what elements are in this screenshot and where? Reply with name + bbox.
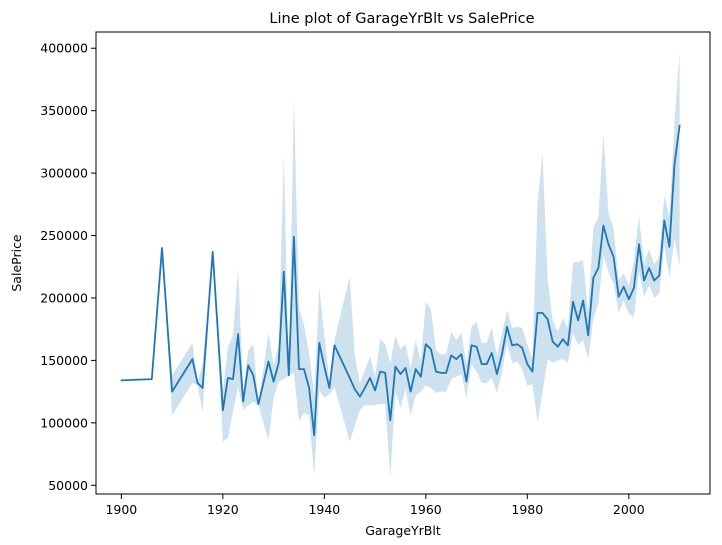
y-axis-label: SalePrice	[9, 234, 24, 292]
x-tick-label: 1960	[410, 502, 442, 517]
y-tick-label: 150000	[40, 353, 88, 368]
x-tick-label: 1900	[105, 502, 137, 517]
x-tick-label: 2000	[613, 502, 645, 517]
y-axis-ticks: 50000 100000 150000 200000 250000 300000 35000…	[40, 41, 96, 493]
series-line	[120, 124, 681, 437]
plot-frame	[95, 31, 711, 495]
chart-title: Line plot of GarageYrBlt vs SalePrice	[269, 11, 534, 27]
y-tick-label: 250000	[40, 228, 88, 243]
y-tick-label: 300000	[40, 166, 88, 181]
confidence-band	[121, 53, 680, 478]
x-axis-ticks: 1900 1920 1940 1960 1980 2000	[105, 494, 645, 517]
y-tick-label: 50000	[48, 478, 88, 493]
x-tick-label: 1980	[511, 502, 543, 517]
y-tick-label: 350000	[40, 103, 88, 118]
confidence-band-layer	[121, 53, 680, 478]
x-tick-label: 1940	[308, 502, 340, 517]
y-tick-label: 100000	[40, 415, 88, 430]
x-tick-label: 1920	[207, 502, 239, 517]
x-axis-label: GarageYrBlt	[365, 523, 441, 538]
series-line-layer	[120, 124, 681, 437]
y-tick-label: 400000	[40, 41, 88, 56]
y-tick-label: 200000	[40, 290, 88, 305]
